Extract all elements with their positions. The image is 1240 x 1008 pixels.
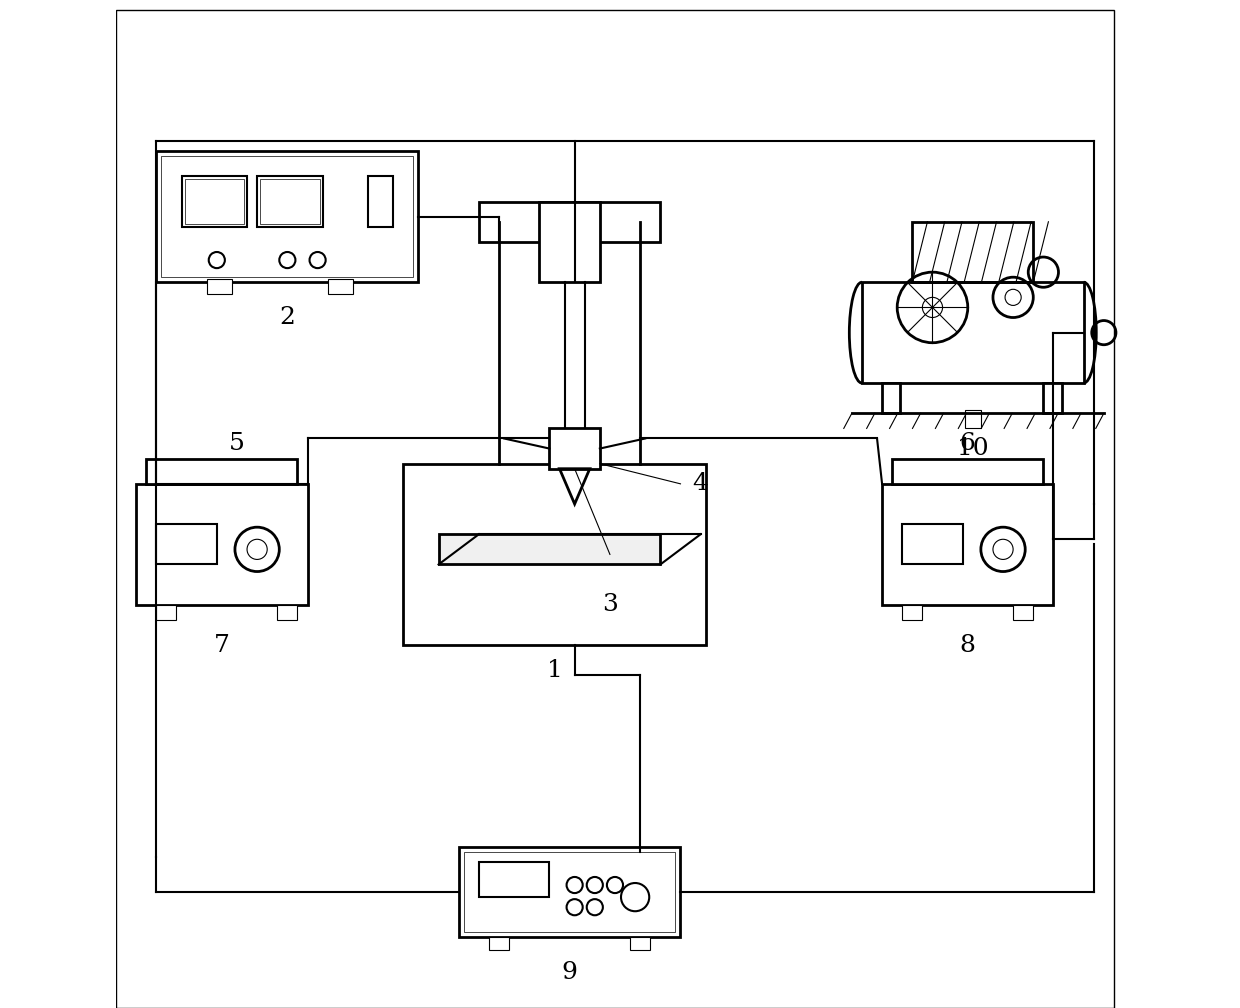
Text: 6: 6 — [960, 432, 976, 455]
Bar — [882, 484, 1054, 605]
Bar — [156, 524, 217, 564]
Bar — [549, 428, 600, 469]
Bar — [539, 202, 600, 282]
Text: 4: 4 — [693, 473, 708, 495]
Bar — [146, 459, 298, 484]
Bar — [156, 151, 418, 282]
Bar — [464, 852, 676, 932]
Bar — [278, 605, 298, 620]
Bar — [892, 459, 1043, 484]
Bar — [862, 282, 1084, 383]
Text: 10: 10 — [957, 437, 988, 460]
Bar — [882, 383, 900, 413]
Bar — [965, 410, 981, 428]
Bar — [161, 156, 413, 277]
Bar — [156, 605, 176, 620]
Text: 9: 9 — [562, 962, 578, 984]
Bar — [368, 176, 393, 227]
Bar — [260, 179, 320, 224]
Bar — [903, 524, 962, 564]
Bar — [257, 176, 322, 227]
Text: 7: 7 — [215, 634, 229, 656]
Bar — [1043, 383, 1061, 413]
Bar — [913, 222, 1033, 282]
Bar — [479, 202, 661, 242]
Bar — [185, 179, 244, 224]
Bar — [136, 484, 308, 605]
Bar — [181, 176, 247, 227]
Bar — [479, 862, 549, 897]
Bar — [403, 464, 706, 645]
Bar — [207, 279, 232, 294]
Text: 1: 1 — [547, 659, 563, 681]
Bar — [489, 937, 510, 950]
Bar — [903, 605, 923, 620]
Text: 2: 2 — [279, 306, 295, 329]
Text: 8: 8 — [960, 634, 976, 656]
Bar — [327, 279, 353, 294]
Bar — [1013, 605, 1033, 620]
Bar — [630, 937, 650, 950]
Text: 3: 3 — [601, 594, 618, 616]
Bar — [459, 847, 681, 937]
Text: 5: 5 — [229, 432, 244, 455]
Bar — [439, 534, 661, 564]
